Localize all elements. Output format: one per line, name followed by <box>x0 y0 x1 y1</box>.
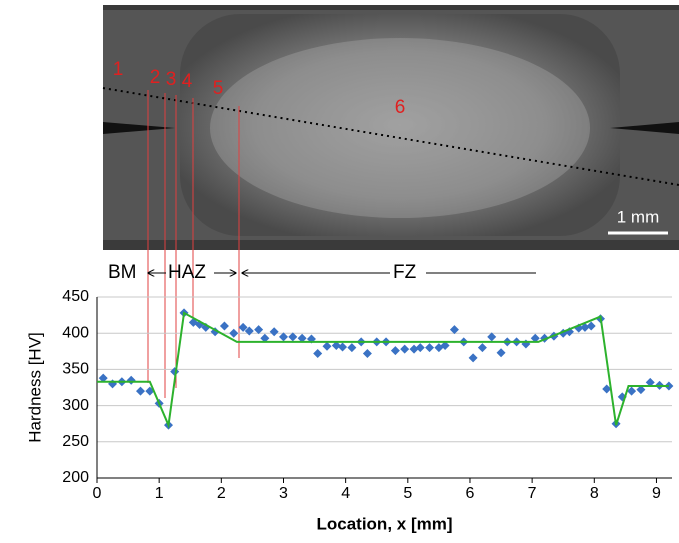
point <box>297 333 307 343</box>
x-tick-label: 2 <box>217 485 226 502</box>
point <box>400 344 410 354</box>
point <box>229 328 239 338</box>
point-label: 6 <box>395 97 406 118</box>
guide-lines <box>147 90 240 398</box>
scale-label: 1 mm <box>617 207 660 226</box>
point <box>98 373 108 383</box>
point <box>260 333 270 343</box>
y-tick-label: 450 <box>62 288 89 305</box>
point <box>645 377 655 387</box>
point <box>254 325 264 335</box>
point <box>331 341 341 351</box>
point <box>449 325 459 335</box>
point <box>415 343 425 353</box>
point <box>313 348 323 358</box>
point <box>219 321 229 331</box>
point <box>636 385 646 395</box>
x-tick-label: 0 <box>93 485 102 502</box>
line <box>97 311 669 429</box>
point <box>269 327 279 337</box>
fusion-zone <box>210 38 590 218</box>
dotted-path <box>102 87 679 186</box>
point <box>530 333 540 343</box>
point <box>496 348 506 358</box>
point <box>627 386 637 396</box>
point <box>238 322 248 332</box>
point <box>288 332 298 342</box>
point <box>586 321 596 331</box>
x-tick-label: 8 <box>590 485 599 502</box>
point-label: 3 <box>166 69 177 90</box>
point <box>580 322 590 332</box>
point <box>347 343 357 353</box>
y-tick-label: 400 <box>62 324 89 341</box>
point <box>322 341 332 351</box>
x-tick-label: 1 <box>155 485 164 502</box>
point <box>390 346 400 356</box>
y-tick-label: 200 <box>62 469 89 486</box>
plot: 200 250 300 350 400 450 0 1 2 3 4 5 6 7 8 9 Hardness [HV… <box>25 288 674 533</box>
zone-labels: BM HAZ FZ <box>108 262 536 283</box>
micrograph: 1 mm 1 2 3 4 5 6 <box>102 5 679 250</box>
point <box>338 342 348 352</box>
zone-label: FZ <box>393 262 417 283</box>
x-tick-label: 9 <box>652 485 661 502</box>
weld-zone <box>180 14 620 236</box>
point-label: 4 <box>182 71 193 92</box>
point <box>136 386 146 396</box>
point <box>602 384 612 394</box>
point-labels: 1 2 3 4 5 6 <box>113 59 406 118</box>
zone-label: BM <box>108 262 137 283</box>
point <box>477 343 487 353</box>
point <box>278 332 288 342</box>
point-label: 2 <box>150 67 161 88</box>
x-tick-label: 7 <box>528 485 537 502</box>
x-tick-label: 5 <box>403 485 412 502</box>
point-label: 5 <box>213 78 224 99</box>
y-tick-label: 350 <box>62 361 89 378</box>
point-label: 1 <box>113 59 124 80</box>
point <box>409 344 419 354</box>
point <box>468 353 478 363</box>
y-axis-label: Hardness [HV] <box>25 332 44 443</box>
x-axis-label: Location, x [mm] <box>316 514 452 533</box>
point <box>126 375 136 385</box>
y-tick-label: 300 <box>62 397 89 414</box>
point <box>487 332 497 342</box>
point <box>440 341 450 351</box>
x-tick-label: 6 <box>466 485 475 502</box>
y-tick-label: 250 <box>62 433 89 450</box>
x-tick-label: 3 <box>279 485 288 502</box>
x-tick-label: 4 <box>341 485 350 502</box>
point <box>244 326 254 336</box>
point <box>425 343 435 353</box>
point <box>362 348 372 358</box>
zone-label: HAZ <box>168 262 206 283</box>
